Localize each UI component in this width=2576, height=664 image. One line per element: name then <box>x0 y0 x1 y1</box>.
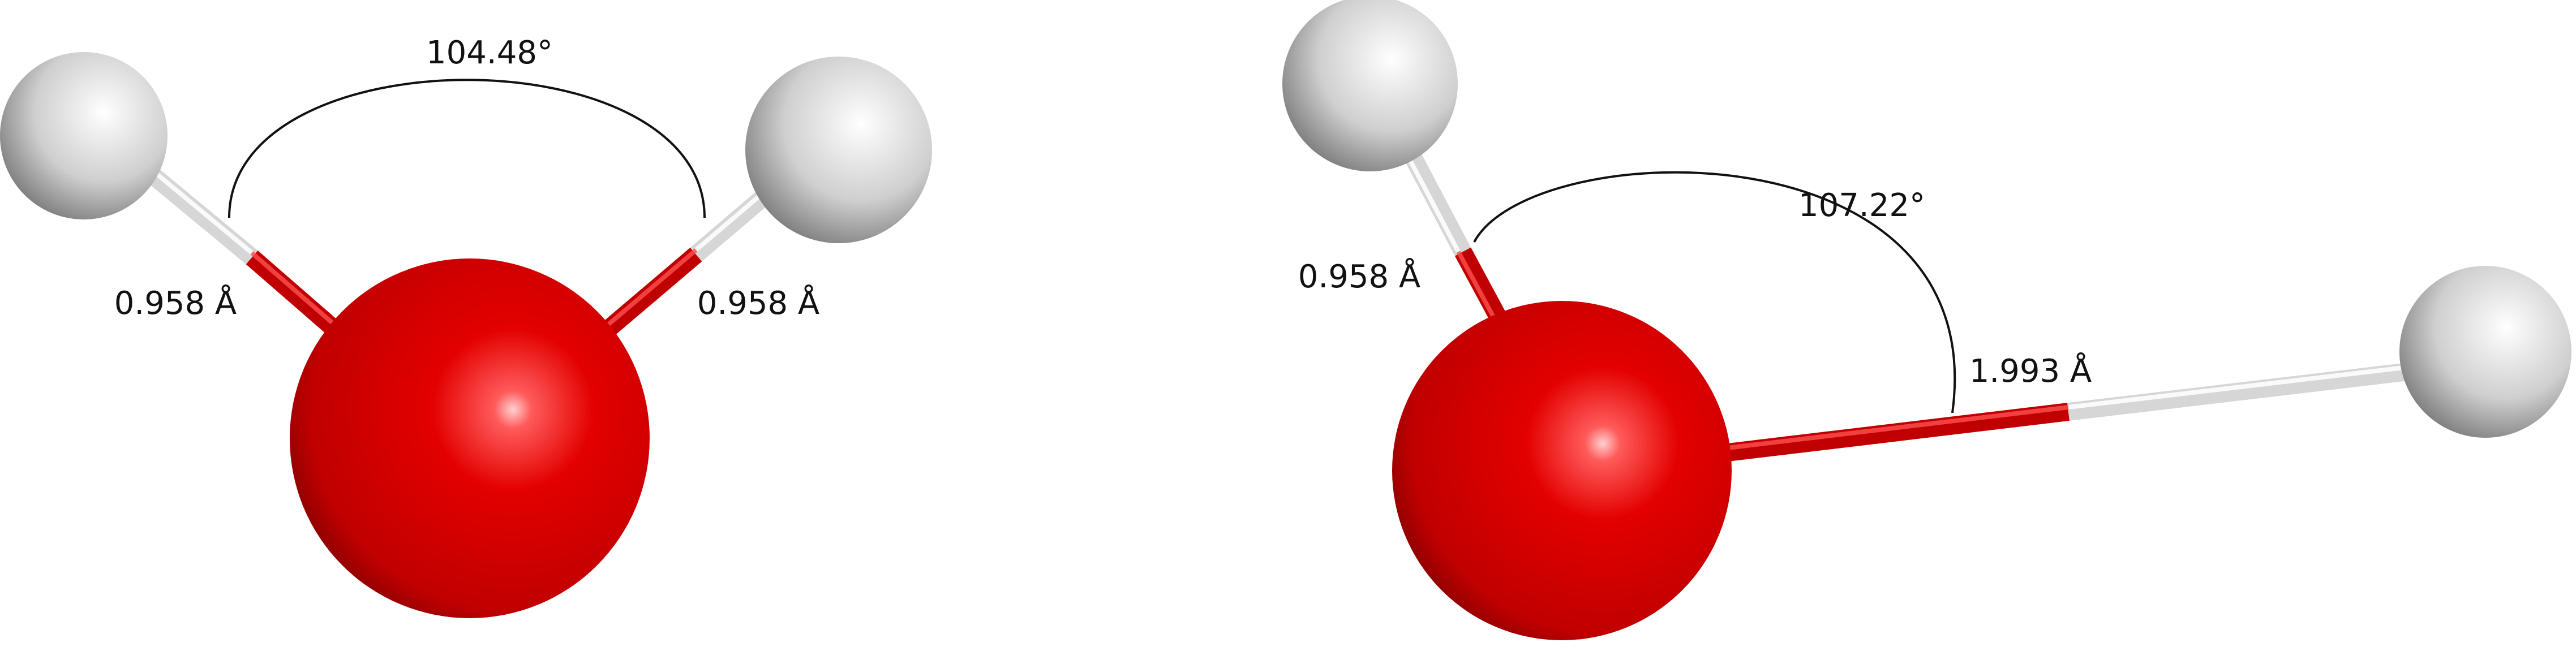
bond-angle-arc <box>228 79 706 218</box>
hydrogen-atom-h1 <box>1282 0 1458 171</box>
angle-label: 104.48° <box>426 35 553 71</box>
bond-angle-arc <box>1473 171 1956 413</box>
bond-length-label-left: 0.958 Å <box>114 284 237 322</box>
oxygen-atom <box>1392 301 1732 640</box>
angle-label: 107.22° <box>1798 187 1925 224</box>
bond-length-label-long: 1.993 Å <box>1969 352 2092 390</box>
molecule-water-monomer: 104.48° 0.958 Å 0.958 Å <box>0 35 932 618</box>
oxygen-atom <box>290 258 650 618</box>
bond-length-label-right: 0.958 Å <box>697 284 819 322</box>
bond-length-label-short: 0.958 Å <box>1298 258 1420 295</box>
hydrogen-atom-h2 <box>2399 266 2571 438</box>
hydrogen-atom-h1 <box>0 52 168 219</box>
hydrogen-atom-h2 <box>745 57 932 243</box>
molecule-stretched-water: 107.22° 0.958 Å 1.993 Å <box>1282 0 2571 640</box>
